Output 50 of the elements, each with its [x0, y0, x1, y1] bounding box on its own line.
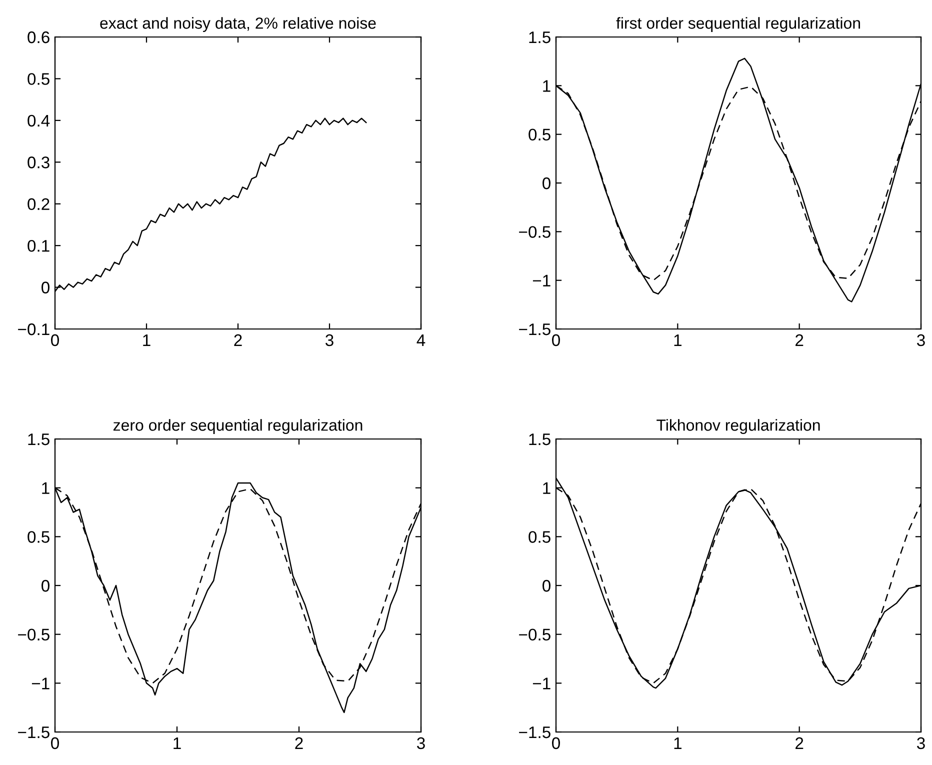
- x-tick-label: 2: [796, 737, 804, 749]
- y-tick-label: 0: [42, 282, 50, 294]
- y-tick-label: 0.5: [28, 73, 50, 85]
- x-tick-label: 1: [143, 334, 150, 346]
- y-tick-label: −1: [532, 274, 550, 286]
- y-tick-label: 1: [42, 482, 50, 494]
- y-tick-label: 1: [543, 80, 550, 92]
- y-tick-label: −1.5: [519, 726, 550, 738]
- x-tick-label: 0: [552, 737, 560, 750]
- x-tick-label: 3: [917, 334, 925, 346]
- y-tick-label: 1.5: [529, 434, 550, 446]
- y-tick-label: 0.5: [528, 531, 550, 543]
- x-tick-label: 0: [51, 334, 59, 346]
- x-tick-label: 1: [674, 737, 682, 749]
- chart-title: exact and noisy data, 2% relative noise: [100, 17, 376, 32]
- y-tick-label: 0: [542, 580, 550, 592]
- y-tick-label: −1: [532, 678, 550, 690]
- x-tick-label: 3: [417, 737, 425, 750]
- y-tick-label: 1.5: [28, 434, 50, 446]
- y-tick-label: −0.1: [18, 323, 50, 336]
- y-tick-label: 0.3: [28, 156, 50, 168]
- x-tick-label: 4: [416, 334, 426, 346]
- x-tick-label: 2: [234, 334, 242, 346]
- y-tick-label: −1: [32, 678, 50, 690]
- y-tick-label: 0.5: [28, 531, 50, 543]
- x-tick-label: 1: [674, 334, 682, 346]
- y-tick-label: 0.4: [28, 114, 50, 127]
- x-tick-label: 0: [51, 737, 59, 750]
- chart-title: first order sequential regularization: [616, 17, 860, 32]
- x-tick-label: 2: [796, 334, 804, 346]
- y-tick-label: −0.5: [519, 628, 550, 641]
- x-tick-label: 3: [917, 737, 925, 750]
- y-tick-label: 0.1: [28, 240, 50, 252]
- y-tick-label: 0: [542, 177, 550, 190]
- x-tick-label: 1: [174, 737, 181, 749]
- y-tick-label: 0.5: [528, 128, 550, 141]
- y-tick-label: −0.5: [519, 226, 550, 238]
- y-tick-label: −0.5: [18, 628, 50, 641]
- y-tick-label: 0.6: [28, 31, 50, 44]
- chart-title: Tikhonov regularization: [656, 419, 820, 434]
- x-tick-label: 0: [552, 334, 560, 346]
- y-tick-label: 0.2: [28, 198, 50, 210]
- x-tick-label: 3: [326, 334, 334, 346]
- x-tick-label: 2: [295, 737, 303, 749]
- y-tick-label: 1.5: [529, 32, 550, 44]
- y-tick-label: 1: [543, 482, 550, 494]
- y-tick-label: 0: [42, 580, 50, 592]
- y-tick-label: −1.5: [18, 726, 50, 738]
- chart-title: zero order sequential regularization: [113, 419, 362, 434]
- y-tick-label: −1.5: [519, 324, 550, 336]
